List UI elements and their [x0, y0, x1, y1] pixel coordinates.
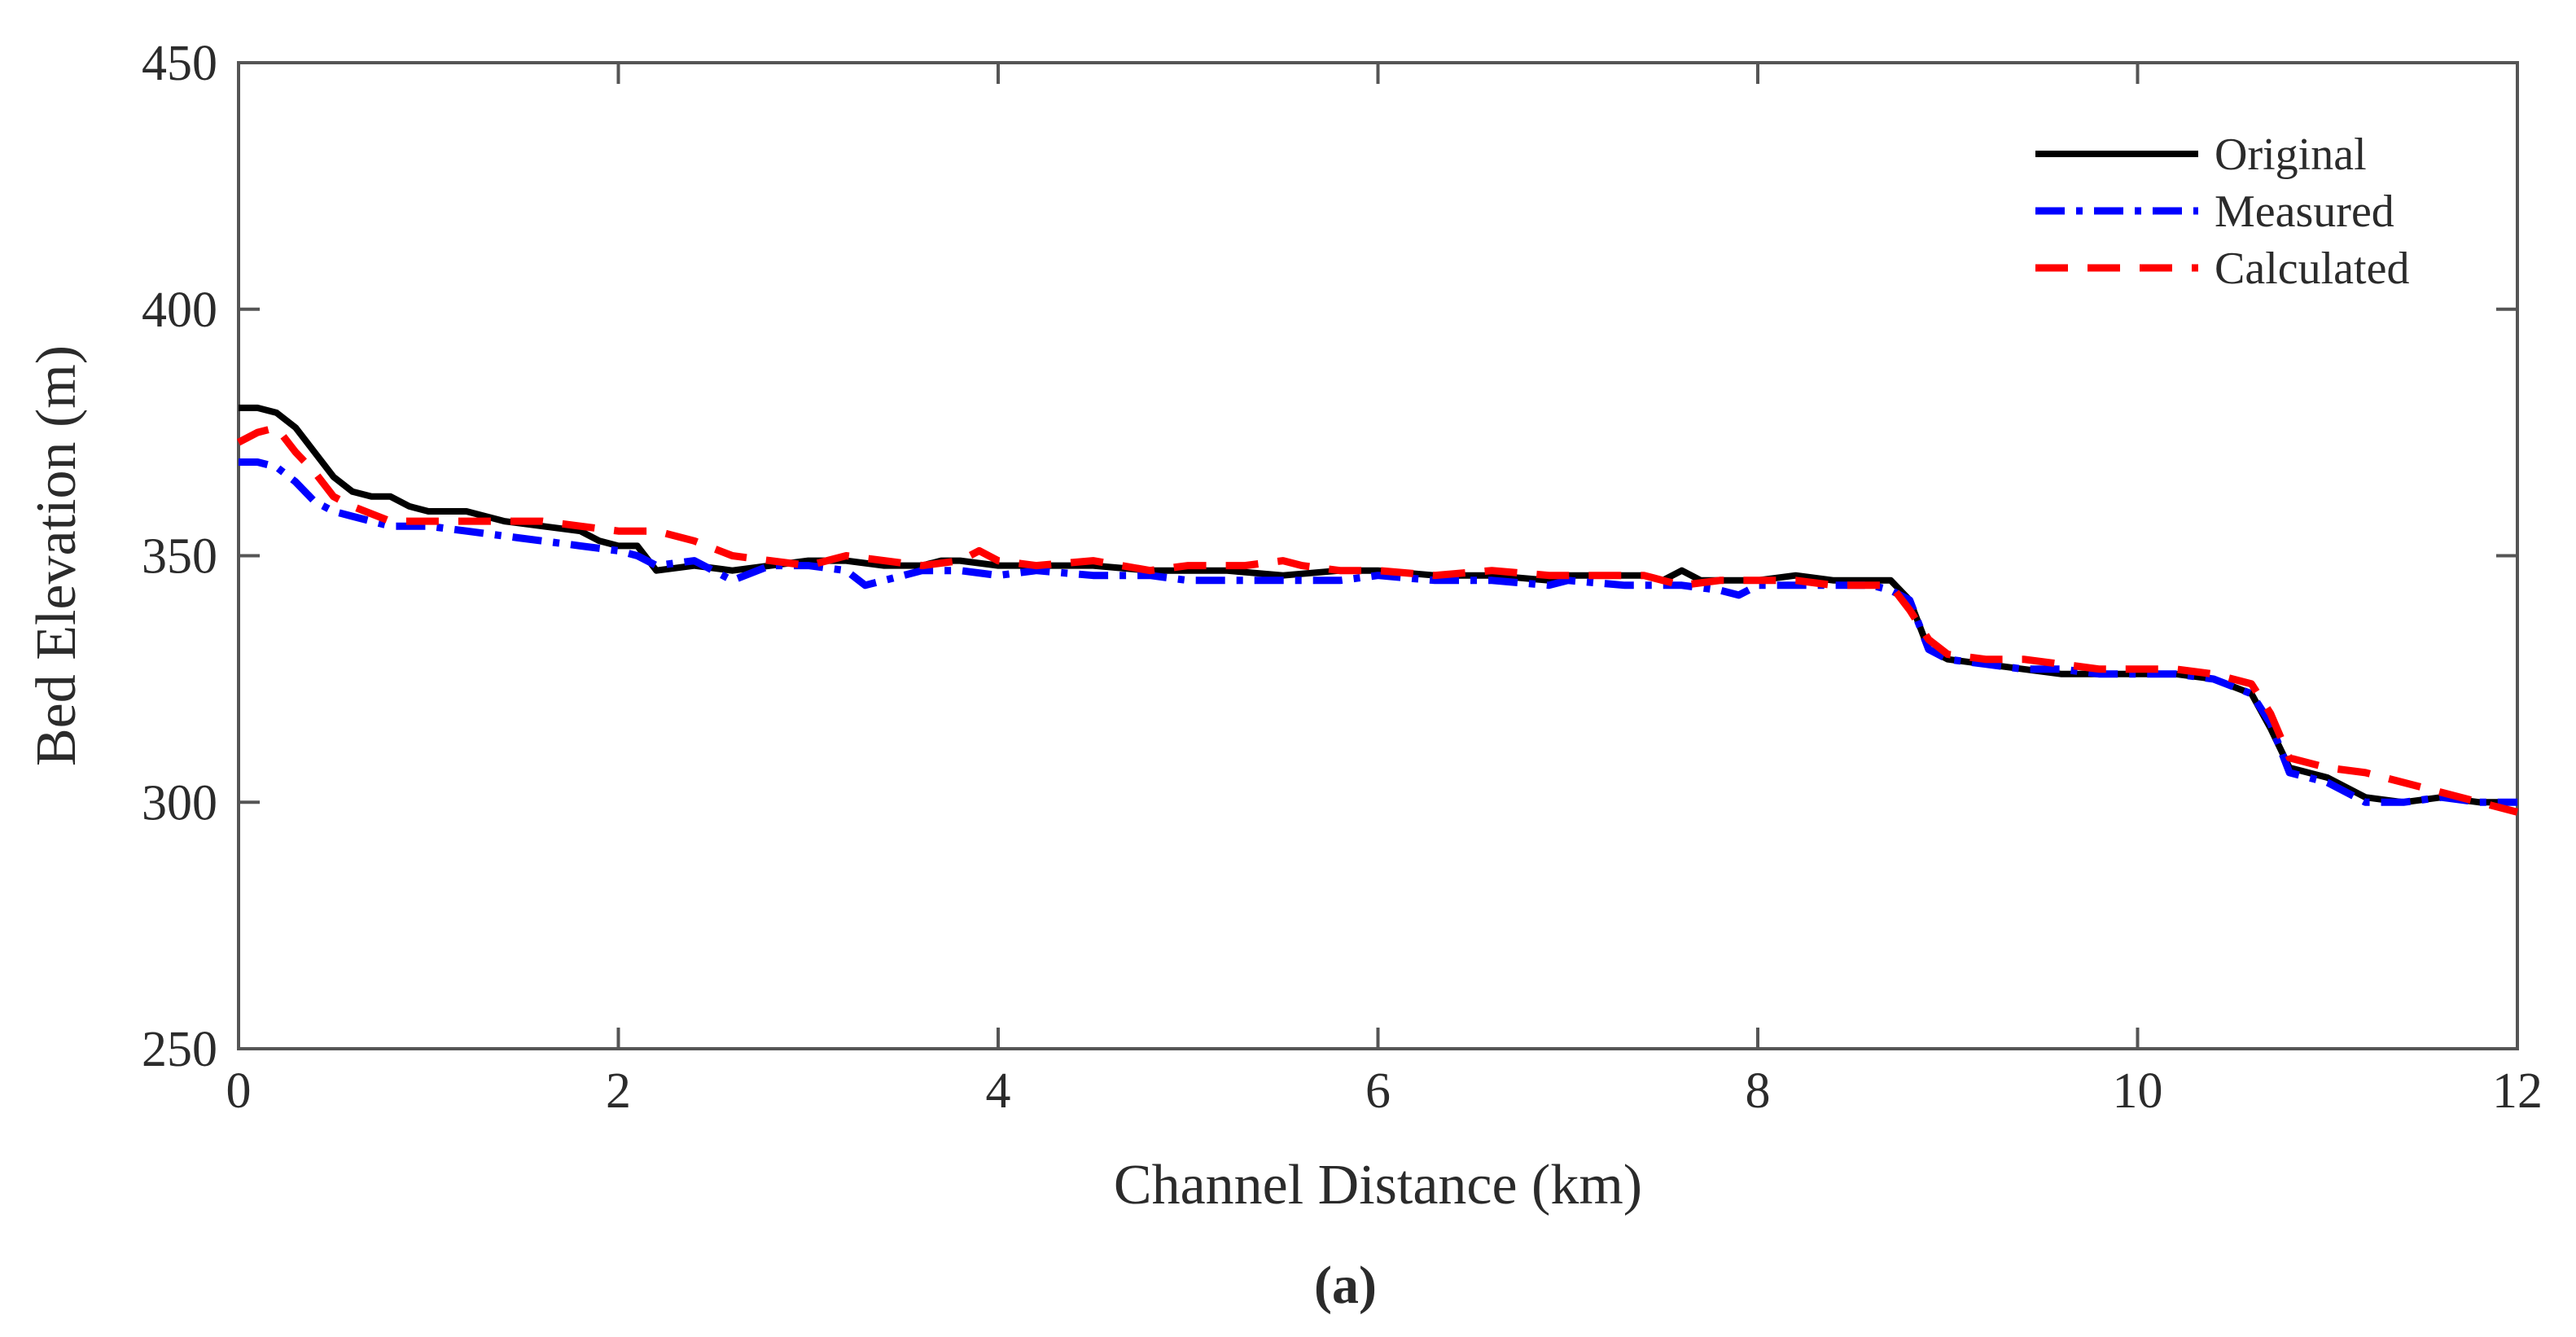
y-tick-label: 250 — [142, 1022, 217, 1077]
x-tick-label: 10 — [2113, 1063, 2163, 1119]
legend-label-original: Original — [2215, 129, 2367, 180]
panel-label: (a) — [1314, 1256, 1377, 1315]
y-tick-label: 450 — [142, 36, 217, 91]
x-tick-label: 6 — [1365, 1063, 1391, 1119]
x-tick-label: 0 — [226, 1063, 252, 1119]
plot-frame — [237, 61, 2519, 1050]
legend-label-calculated: Calculated — [2215, 243, 2409, 294]
y-axis-title: Bed Elevation (m) — [25, 345, 88, 766]
series-line-calculated — [236, 423, 2519, 816]
x-tick-label: 2 — [606, 1063, 631, 1119]
x-tick-label: 4 — [986, 1063, 1011, 1119]
legend-label-measured: Measured — [2215, 186, 2394, 237]
x-axis-title: Channel Distance (km) — [1114, 1154, 1642, 1216]
y-tick-label: 400 — [142, 283, 217, 338]
y-tick-label: 300 — [142, 775, 217, 831]
x-tick-label: 8 — [1746, 1063, 1771, 1119]
x-tick-label: 12 — [2492, 1063, 2543, 1119]
y-tick-label: 350 — [142, 529, 217, 585]
series-line-measured — [239, 458, 2517, 806]
plot-marks: 0 2 4 6 8 10 12 250 300 350 400 450 Original Measured… — [142, 36, 2543, 1119]
